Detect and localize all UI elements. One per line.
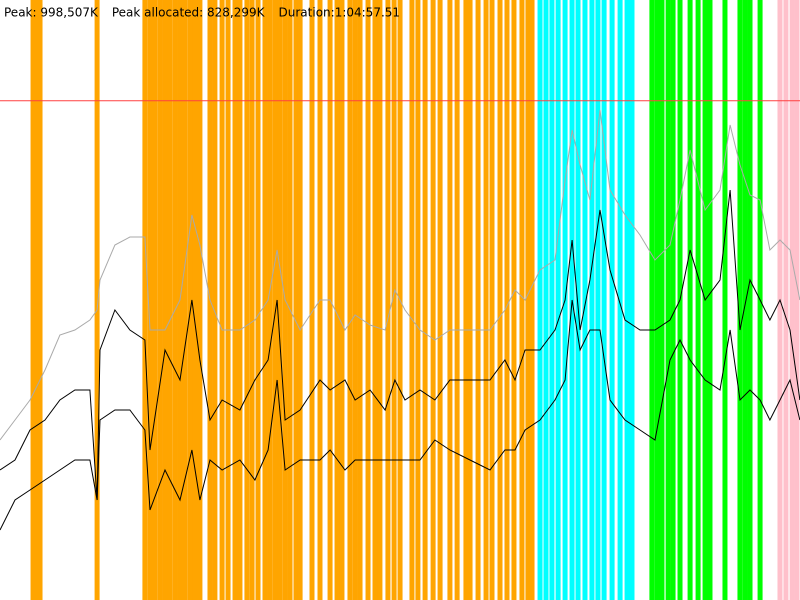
event-bar <box>707 0 713 600</box>
event-bar <box>162 0 168 600</box>
event-bar <box>742 0 748 600</box>
event-bar <box>277 0 283 600</box>
event-bar <box>454 0 460 600</box>
event-bar <box>463 0 469 600</box>
event-bar <box>157 0 163 600</box>
series-line <box>0 109 800 441</box>
event-bar <box>609 0 615 600</box>
event-bar <box>575 0 581 600</box>
event-bar <box>272 0 278 600</box>
event-bar <box>415 0 421 600</box>
event-bar <box>537 0 543 600</box>
event-bar <box>595 0 601 600</box>
event-bar <box>789 0 795 600</box>
event-bar <box>30 0 36 600</box>
event-bar <box>489 0 495 600</box>
event-bar <box>747 0 753 600</box>
event-bar <box>589 0 595 600</box>
event-bar <box>172 0 178 600</box>
event-bar <box>255 0 261 600</box>
event-bar <box>504 0 510 600</box>
event-bar <box>511 0 517 600</box>
event-bar <box>37 0 43 600</box>
event-bar <box>352 0 358 600</box>
event-bar <box>543 0 549 600</box>
event-bar <box>529 0 535 600</box>
event-bar <box>167 0 173 600</box>
event-bar <box>365 0 371 600</box>
event-bar <box>624 0 630 600</box>
event-bar <box>654 0 660 600</box>
event-bar <box>794 0 800 600</box>
event-bar <box>357 0 363 600</box>
event-bar <box>687 0 693 600</box>
event-bar <box>497 0 503 600</box>
event-bar <box>722 0 728 600</box>
event-bar <box>372 0 378 600</box>
event-bar <box>649 0 655 600</box>
event-bar <box>447 0 453 600</box>
event-bar <box>244 0 250 600</box>
series-line <box>0 299 800 531</box>
event-bar <box>391 0 397 600</box>
event-bar <box>237 0 243 600</box>
event-bar <box>409 0 415 600</box>
event-bar <box>629 0 635 600</box>
event-bar <box>187 0 193 600</box>
event-bar <box>339 0 345 600</box>
event-bar <box>197 0 203 600</box>
event-bar <box>249 0 255 600</box>
event-bar <box>525 0 531 600</box>
event-bar <box>219 0 225 600</box>
event-bar <box>192 0 198 600</box>
event-bar <box>430 0 436 600</box>
event-bar <box>422 0 428 600</box>
event-bar <box>212 0 218 600</box>
header-text: Duration:1:04:57.51 <box>279 6 401 20</box>
event-bar <box>617 0 623 600</box>
event-bar <box>475 0 481 600</box>
header-text: Peak: 998,507K <box>4 6 99 20</box>
event-bar <box>582 0 588 600</box>
event-bar <box>334 0 340 600</box>
event-bar <box>262 0 268 600</box>
header-text: Peak allocated: 828,299K <box>112 6 266 20</box>
event-bar <box>94 0 100 600</box>
event-bar <box>377 0 383 600</box>
event-bar <box>483 0 489 600</box>
event-bar <box>783 0 789 600</box>
event-bar <box>555 0 561 600</box>
event-bar <box>34 0 40 600</box>
event-bar <box>347 0 353 600</box>
event-bar <box>232 0 238 600</box>
event-bar <box>267 0 273 600</box>
event-bar <box>147 0 153 600</box>
event-bar <box>695 0 701 600</box>
event-bar <box>287 0 293 600</box>
event-bar <box>297 0 303 600</box>
event-bar <box>437 0 443 600</box>
event-bar <box>549 0 555 600</box>
event-bar <box>670 0 676 600</box>
event-bar <box>737 0 743 600</box>
event-bar <box>601 0 607 600</box>
event-bar <box>152 0 158 600</box>
event-bar <box>225 0 231 600</box>
event-bar <box>659 0 665 600</box>
event-bar <box>467 0 473 600</box>
event-bar <box>293 0 299 600</box>
event-bar <box>519 0 525 600</box>
event-bar <box>182 0 188 600</box>
event-bar <box>309 0 315 600</box>
event-bar <box>385 0 391 600</box>
series-line <box>0 189 800 501</box>
event-bar <box>665 0 671 600</box>
event-bar <box>142 0 148 600</box>
